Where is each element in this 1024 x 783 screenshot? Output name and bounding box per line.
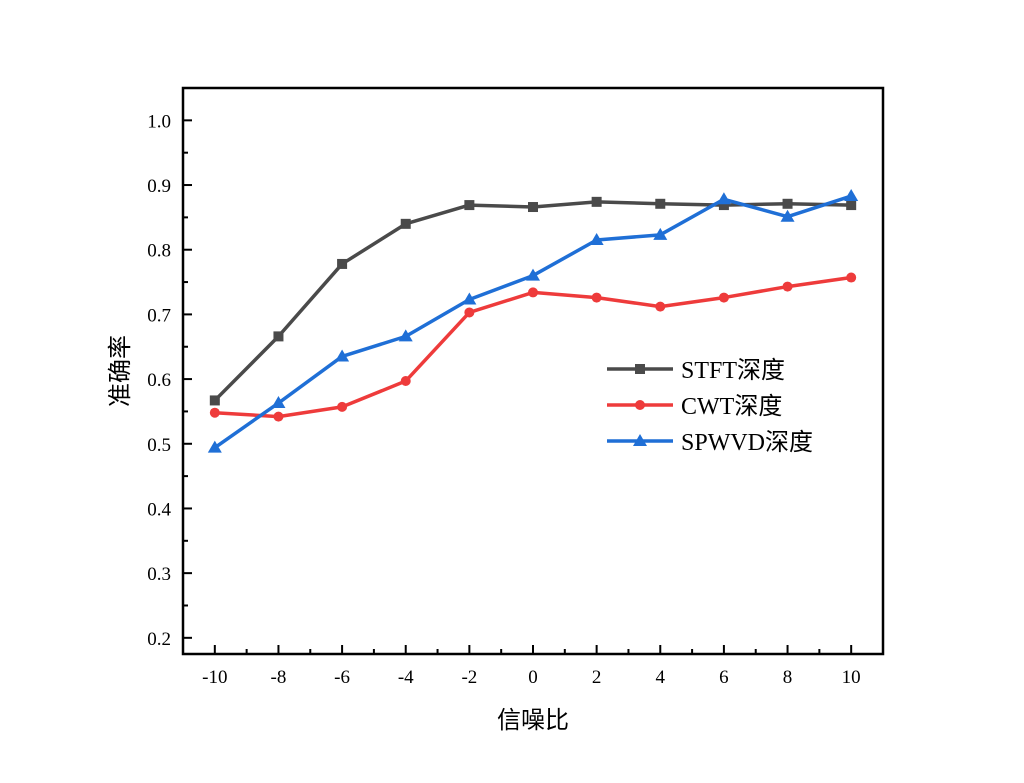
- data-point: [462, 292, 477, 305]
- x-tick-label: 4: [656, 667, 666, 688]
- x-axis-title: 信噪比: [497, 706, 569, 734]
- legend-label: CWT深度: [681, 393, 782, 420]
- x-axis: -10 -8 -6 -4 -2 0 2 4 6 8 10: [202, 645, 861, 688]
- data-point: [718, 200, 729, 211]
- y-tick-label: 1.0: [147, 111, 171, 132]
- legend-item: SPWVD深度: [607, 429, 813, 456]
- data-point: [209, 395, 220, 406]
- data-point: [844, 189, 859, 202]
- y-tick-label: 0.9: [147, 176, 171, 197]
- y-tick-label: 0.4: [147, 499, 171, 520]
- data-point: [273, 331, 284, 342]
- legend-label: STFT深度: [681, 357, 785, 384]
- data-point: [716, 192, 731, 205]
- data-point: [209, 407, 220, 418]
- data-point: [655, 198, 666, 209]
- x-tick-label: 0: [528, 667, 538, 688]
- x-tick-label: 2: [592, 667, 602, 688]
- data-point: [400, 218, 411, 229]
- data-point: [528, 287, 538, 298]
- data-point: [591, 292, 602, 303]
- data-point: [846, 200, 857, 211]
- data-point: [591, 196, 602, 207]
- data-point: [526, 268, 540, 281]
- data-point: [337, 401, 348, 412]
- x-tick-label: 8: [783, 667, 793, 688]
- y-axis: 0.2 0.3 0.4 0.5 0.6 0.7 0.8 0.9 1.0: [147, 111, 192, 650]
- x-tick-label: 10: [842, 667, 861, 688]
- x-tick-label: -8: [271, 667, 287, 688]
- data-point: [782, 198, 793, 209]
- series-layer: [207, 189, 859, 453]
- data-point: [335, 349, 350, 362]
- x-tick-label: -2: [461, 667, 477, 688]
- legend-marker: [635, 364, 645, 374]
- data-point: [653, 227, 668, 240]
- y-axis-title: 准确率: [106, 335, 134, 407]
- legend-label: SPWVD深度: [681, 429, 813, 456]
- x-tick-label: -4: [398, 667, 414, 688]
- x-tick-label: -6: [334, 667, 350, 688]
- x-tick-label: -10: [202, 667, 227, 688]
- legend-item: CWT深度: [607, 393, 782, 420]
- legend: STFT深度 CWT深度 SPWVD深度: [607, 357, 813, 456]
- legend-marker: [633, 434, 647, 446]
- data-point: [271, 396, 286, 409]
- data-point: [780, 209, 795, 222]
- y-tick-label: 0.6: [147, 370, 171, 391]
- data-point: [464, 307, 475, 318]
- series-triangle: [207, 189, 859, 453]
- data-point: [846, 272, 857, 283]
- x-tick-label: 6: [719, 667, 729, 688]
- y-tick-label: 0.8: [147, 241, 171, 262]
- series-circle: [209, 272, 857, 422]
- y-tick-label: 0.5: [147, 435, 171, 456]
- data-point: [718, 292, 729, 303]
- legend-item: STFT深度: [607, 357, 785, 384]
- data-point: [528, 202, 538, 213]
- y-tick-label: 0.2: [147, 629, 171, 650]
- data-point: [273, 411, 284, 422]
- data-point: [207, 440, 222, 453]
- data-point: [398, 329, 413, 342]
- data-point: [400, 376, 411, 387]
- data-point: [782, 281, 793, 292]
- data-point: [337, 258, 348, 269]
- data-point: [589, 233, 604, 246]
- data-point: [464, 200, 475, 211]
- y-tick-label: 0.7: [147, 305, 171, 326]
- legend-marker: [635, 400, 645, 410]
- data-point: [655, 301, 666, 312]
- y-tick-label: 0.3: [147, 564, 171, 585]
